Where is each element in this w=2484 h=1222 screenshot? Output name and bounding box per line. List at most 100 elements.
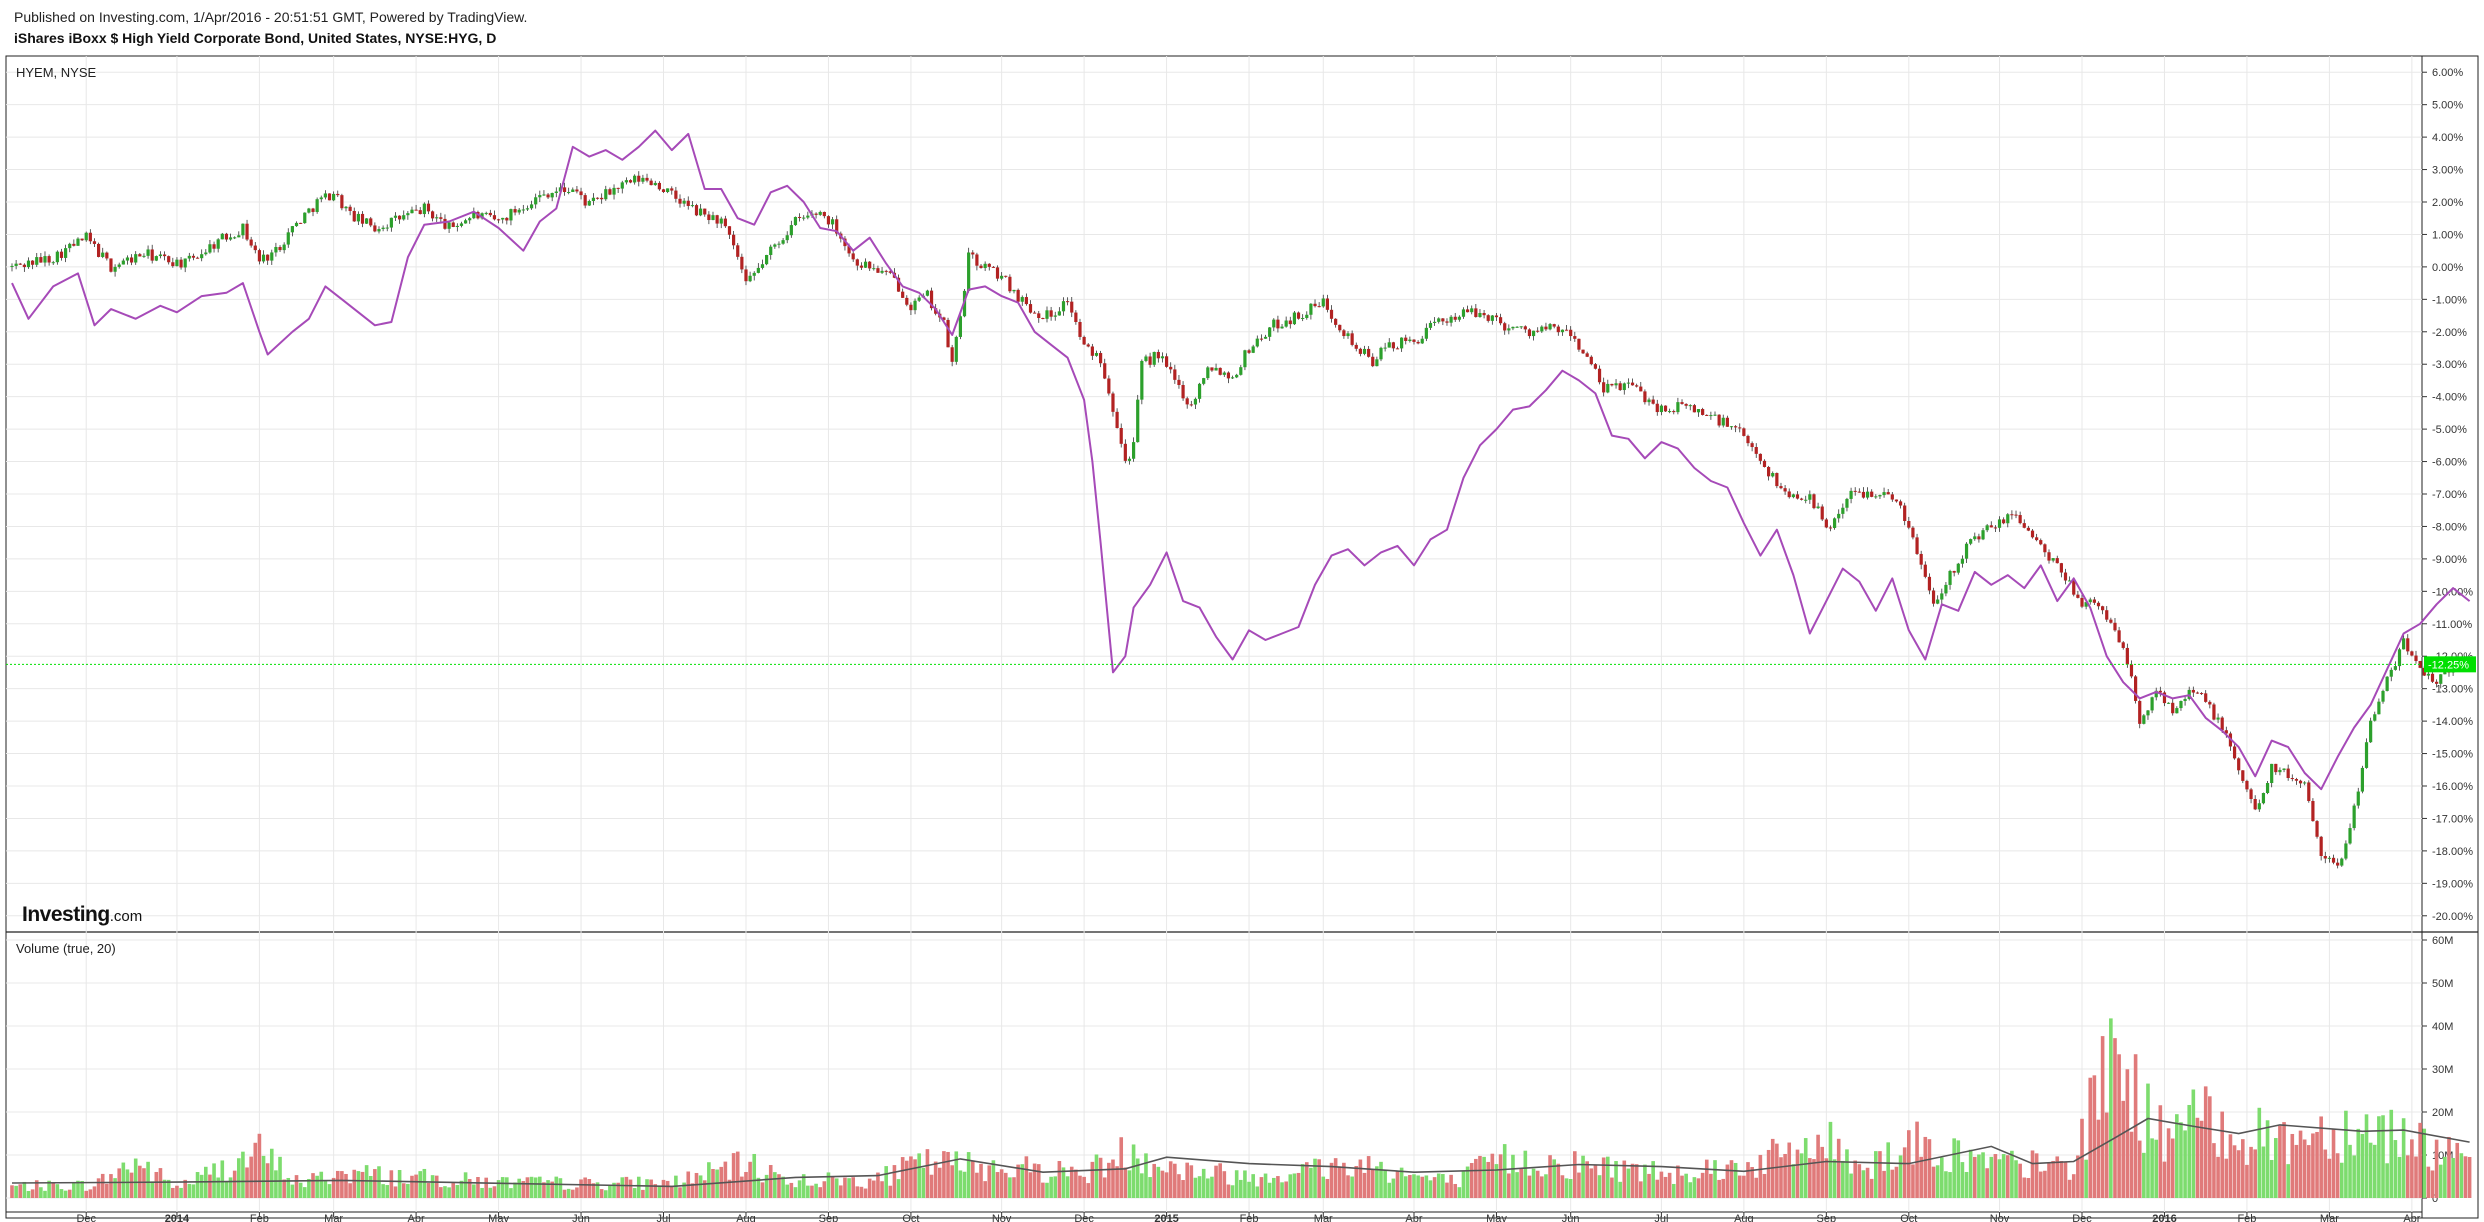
candle-body: [1849, 490, 1853, 499]
volume-bar: [2137, 1140, 2142, 1198]
candle-body: [1045, 310, 1049, 319]
candle-body: [1750, 443, 1754, 448]
volume-bar: [814, 1183, 818, 1198]
candle-body: [1894, 499, 1899, 502]
candle-body: [649, 180, 653, 186]
candle-body: [1531, 330, 1536, 337]
candle-body: [348, 206, 352, 211]
volume-bar: [1309, 1167, 1313, 1198]
candle-body: [1000, 275, 1004, 279]
volume-bar: [2274, 1138, 2278, 1198]
candle-body: [608, 189, 612, 195]
volume-bar: [2146, 1083, 2150, 1198]
volume-bar: [801, 1174, 806, 1198]
y-tick-label: -6.00%: [2432, 457, 2467, 469]
volume-bar: [2076, 1155, 2080, 1198]
candle-body: [290, 226, 294, 233]
candle-body: [14, 263, 18, 266]
candle-body: [55, 251, 59, 263]
candle-body: [991, 266, 995, 268]
candle-body: [682, 200, 686, 204]
volume-bar: [373, 1169, 377, 1198]
candle-body: [2129, 664, 2134, 677]
volume-bar: [467, 1179, 472, 1198]
candle-body: [2183, 698, 2187, 702]
candle-body: [2076, 594, 2080, 598]
volume-bar: [311, 1173, 315, 1198]
volume-bar: [1651, 1161, 1655, 1198]
candle-body: [917, 297, 921, 301]
candle-body: [1247, 350, 1251, 353]
candle-body: [554, 191, 558, 194]
candle-body: [59, 251, 64, 258]
volume-bar: [430, 1175, 435, 1198]
volume-bar: [72, 1182, 76, 1198]
candle-body: [496, 219, 501, 221]
candle-body: [96, 243, 101, 257]
candle-body: [2319, 836, 2323, 857]
volume-bar: [2232, 1145, 2237, 1198]
candle-body: [1317, 306, 1321, 308]
volume-bar: [1144, 1153, 1148, 1198]
volume-bar: [2344, 1110, 2348, 1198]
volume-bar: [1857, 1164, 1862, 1198]
y-tick-label: -18.00%: [2432, 846, 2473, 858]
candle-body: [1618, 383, 1622, 391]
volume-bar: [1486, 1161, 1491, 1198]
candle-body: [736, 245, 740, 257]
candle-body: [1288, 320, 1292, 325]
candle-body: [319, 197, 323, 200]
volume-bar: [1841, 1160, 1845, 1198]
candle-body: [1474, 308, 1478, 317]
candle-body: [562, 187, 567, 192]
volume-bar: [472, 1184, 476, 1198]
candle-body: [2232, 746, 2237, 759]
volume-bar: [2302, 1139, 2307, 1198]
candle-body: [294, 222, 299, 227]
volume-bar: [1878, 1151, 1882, 1198]
volume-bar: [352, 1169, 357, 1198]
candle-body: [1230, 377, 1235, 379]
candle-body: [719, 218, 723, 224]
volume-bar: [2166, 1128, 2171, 1198]
candle-body: [1668, 411, 1672, 413]
candle-body: [2274, 763, 2278, 773]
volume-bar: [1519, 1168, 1524, 1198]
volume-bar: [847, 1178, 851, 1198]
volume-bar: [1032, 1163, 1037, 1198]
candle-body: [2348, 828, 2352, 844]
volume-bar: [2352, 1155, 2356, 1198]
candle-body: [162, 254, 167, 257]
x-tick-label: Feb: [2237, 1213, 2256, 1222]
candle-body: [971, 252, 975, 255]
candle-body: [2385, 676, 2389, 691]
volume-bar: [2422, 1128, 2427, 1198]
volume-bar: [500, 1177, 505, 1198]
candle-body: [2010, 514, 2014, 516]
x-tick-label: Mar: [2320, 1213, 2339, 1222]
main-pane-label: HYEM, NYSE: [16, 65, 97, 80]
volume-bar: [434, 1175, 439, 1198]
volume-pane-label: Volume (true, 20): [16, 941, 116, 956]
y-tick-label: -7.00%: [2432, 489, 2467, 501]
candle-body: [529, 204, 534, 209]
candle-body: [1717, 414, 1721, 426]
volume-bar: [2393, 1140, 2398, 1198]
candle-body: [398, 215, 402, 220]
candle-body: [538, 195, 542, 198]
volume-bar: [1704, 1159, 1709, 1198]
volume-bar: [1271, 1177, 1276, 1198]
volume-bar: [224, 1181, 229, 1198]
volume-bar: [834, 1178, 839, 1198]
candle-body: [1870, 491, 1874, 497]
candle-body: [406, 213, 410, 216]
volume-bar: [570, 1189, 575, 1198]
volume-bar: [278, 1156, 282, 1198]
volume-bar: [2451, 1158, 2455, 1198]
volume-bar: [463, 1172, 468, 1198]
volume-bar: [731, 1153, 736, 1198]
candle-body: [1136, 399, 1140, 443]
volume-bar: [587, 1179, 592, 1198]
volume-bar: [1577, 1172, 1581, 1198]
